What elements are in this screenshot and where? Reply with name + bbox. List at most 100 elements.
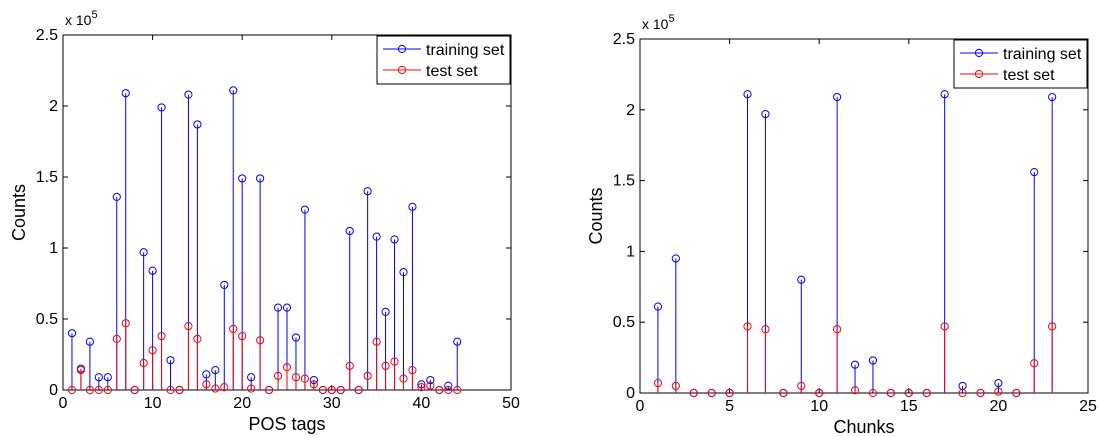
y-tick-label: 0 xyxy=(49,382,58,399)
stem-marker xyxy=(273,371,283,380)
series-test-set xyxy=(67,319,462,395)
y-multiplier-label: x 105 xyxy=(65,9,98,28)
stem-marker xyxy=(671,381,680,391)
stem-marker xyxy=(76,366,86,375)
stem-marker xyxy=(345,361,354,370)
stem-marker xyxy=(390,357,399,366)
stem-marker xyxy=(94,373,103,382)
stem-marker xyxy=(318,385,327,395)
stem-marker xyxy=(67,329,77,338)
stem-marker xyxy=(904,388,913,398)
stem-marker xyxy=(103,373,112,382)
y-tick-label: 2 xyxy=(626,102,635,119)
y-multiplier-label: x 105 xyxy=(642,13,675,32)
stem-marker xyxy=(372,232,381,241)
x-axis-label: Chunks xyxy=(833,417,894,437)
stem-marker xyxy=(229,324,238,334)
stem-marker xyxy=(1030,168,1039,177)
x-tick-label: 40 xyxy=(413,395,431,412)
stem-marker xyxy=(354,385,363,395)
y-tick-label: 1.5 xyxy=(613,173,635,190)
stem-marker xyxy=(327,385,336,395)
chart-panel-1: 0 10 20 30 40 50 0 0.5 1 1.5 2 2.5 x 105 POS tags Coun… xyxy=(9,9,520,434)
legend: training set test set xyxy=(376,35,511,85)
stem-marker xyxy=(797,275,806,284)
y-tick-label: 1 xyxy=(49,240,58,257)
stem-marker xyxy=(175,385,184,395)
stem-marker xyxy=(184,90,193,99)
stem-marker xyxy=(797,381,806,391)
legend-marker xyxy=(397,44,407,54)
stem-marker xyxy=(139,358,148,368)
stem-marker xyxy=(85,385,94,395)
x-tick-label: 0 xyxy=(636,398,645,415)
stem-marker xyxy=(743,90,752,99)
stem-marker xyxy=(121,319,130,328)
stem-marker xyxy=(653,378,663,388)
stem-marker xyxy=(444,385,453,395)
x-tick-label: 50 xyxy=(502,395,520,412)
stem-marker xyxy=(184,322,193,331)
y-multiplier-base: x 10 xyxy=(642,16,669,32)
stem-marker xyxy=(1048,92,1057,102)
stem-marker xyxy=(247,373,256,382)
series-training-set xyxy=(653,90,1057,398)
stem-marker xyxy=(1012,388,1021,398)
legend-marker xyxy=(974,48,984,58)
stem-marker xyxy=(291,373,301,382)
legend-box xyxy=(953,39,1088,89)
stem-marker xyxy=(743,322,752,331)
stem-marker xyxy=(256,336,265,345)
stem-marker xyxy=(220,280,229,290)
y-tick-label: 0 xyxy=(626,385,635,402)
stem-marker xyxy=(67,385,77,395)
legend-label: training set xyxy=(426,42,505,59)
stem-marker xyxy=(112,334,121,343)
y-tick-label: 1.5 xyxy=(36,169,58,186)
x-tick-label: 0 xyxy=(59,395,68,412)
stem-marker xyxy=(761,325,770,334)
stem-marker xyxy=(453,337,462,346)
stem-marker xyxy=(193,334,202,343)
stem-marker xyxy=(300,374,310,383)
stem-marker xyxy=(994,387,1003,396)
stem-marker xyxy=(381,361,390,370)
legend-label: test set xyxy=(426,63,478,80)
stem-marker xyxy=(166,385,175,395)
stem-marker xyxy=(202,380,211,389)
stem-marker xyxy=(256,174,265,183)
legend-label: training set xyxy=(1003,46,1082,63)
stem-marker xyxy=(148,266,157,275)
series-test-set xyxy=(653,322,1057,398)
legend-label: test set xyxy=(1003,67,1055,84)
stem-marker xyxy=(148,346,157,355)
stem-marker xyxy=(211,366,220,375)
stem-marker xyxy=(994,378,1003,388)
stem-marker xyxy=(426,375,435,385)
x-axis-label: POS tags xyxy=(248,414,325,434)
stem-marker xyxy=(689,388,698,398)
stem-marker xyxy=(309,375,318,385)
stem-marker xyxy=(94,385,103,395)
x-tick-label: 15 xyxy=(900,398,918,415)
stem-marker xyxy=(958,388,967,398)
stem-marker xyxy=(220,383,229,392)
stem-marker xyxy=(725,388,734,398)
stem-marker xyxy=(850,360,860,369)
x-tick-label: 30 xyxy=(323,395,341,412)
stem-marker xyxy=(779,388,788,398)
stem-marker xyxy=(976,388,985,398)
stem-marker xyxy=(157,331,166,341)
legend-box xyxy=(376,35,511,85)
stem-marker xyxy=(193,120,202,129)
stem-marker xyxy=(922,388,931,398)
stem-marker xyxy=(291,333,301,342)
x-tick-label: 20 xyxy=(990,398,1008,415)
stem-marker xyxy=(264,385,274,395)
stem-marker xyxy=(417,383,426,392)
y-multiplier-exponent: 5 xyxy=(91,9,97,21)
stem-marker xyxy=(211,384,220,393)
stem-marker xyxy=(166,356,175,365)
